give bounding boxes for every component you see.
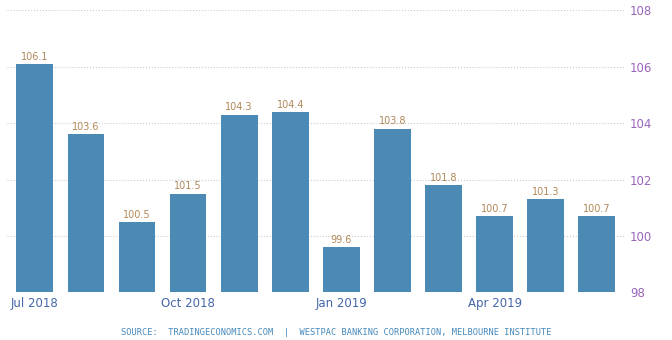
Text: 104.4: 104.4: [277, 100, 304, 109]
Bar: [16, 64, 53, 292]
Bar: [323, 247, 360, 292]
Bar: [425, 185, 462, 292]
Text: 99.6: 99.6: [331, 235, 352, 245]
Bar: [170, 194, 206, 292]
Text: 103.6: 103.6: [72, 122, 99, 132]
Text: 101.3: 101.3: [532, 187, 560, 197]
Bar: [476, 216, 513, 292]
Bar: [67, 134, 104, 292]
Text: 101.8: 101.8: [430, 173, 458, 183]
Text: 100.7: 100.7: [481, 204, 509, 214]
Bar: [119, 222, 155, 292]
Bar: [272, 112, 308, 292]
Text: 104.3: 104.3: [225, 102, 253, 112]
Text: 106.1: 106.1: [21, 52, 48, 62]
Text: 103.8: 103.8: [379, 117, 407, 126]
Bar: [221, 115, 257, 292]
Bar: [374, 129, 411, 292]
Text: 100.7: 100.7: [583, 204, 611, 214]
Text: 101.5: 101.5: [174, 181, 202, 191]
Text: 100.5: 100.5: [123, 209, 151, 220]
Bar: [528, 199, 564, 292]
Text: SOURCE:  TRADINGECONOMICS.COM  |  WESTPAC BANKING CORPORATION, MELBOURNE INSTITU: SOURCE: TRADINGECONOMICS.COM | WESTPAC B…: [121, 328, 551, 337]
Bar: [579, 216, 616, 292]
